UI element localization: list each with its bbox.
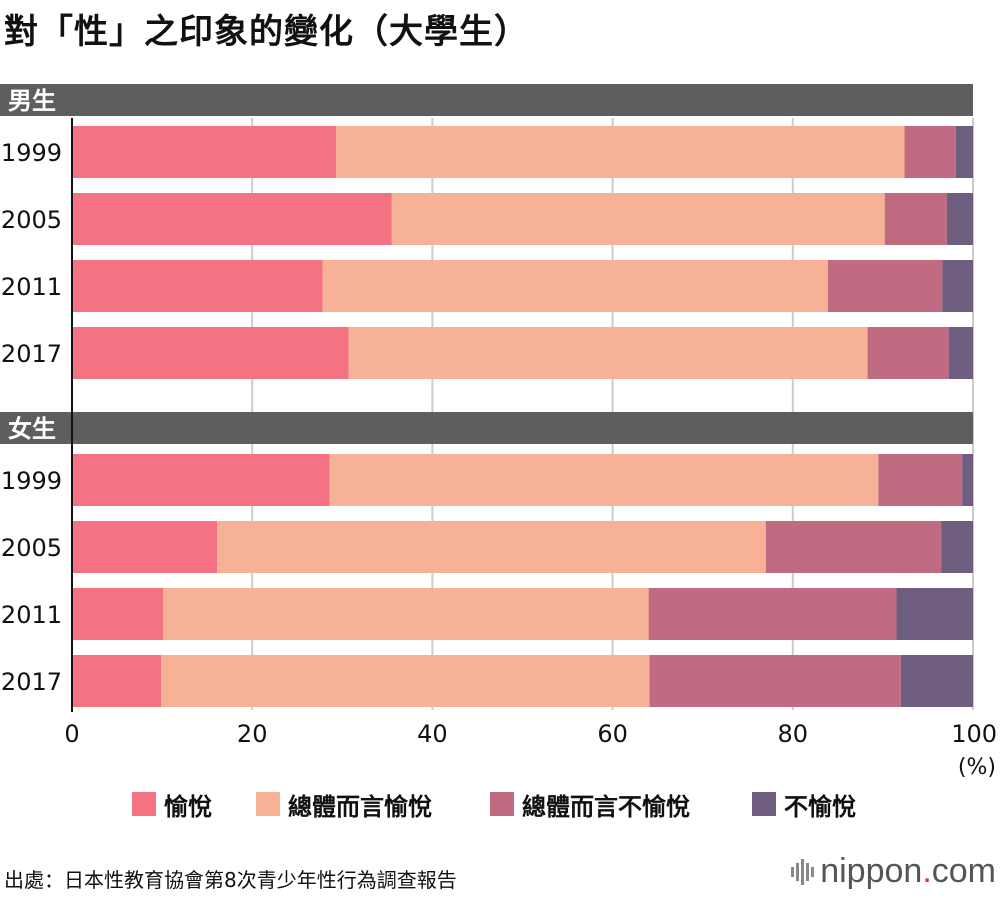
row-label: 2005 xyxy=(1,206,62,234)
row-label: 1999 xyxy=(1,139,62,167)
group-header-bar xyxy=(0,84,973,116)
group-header-label: 男生 xyxy=(8,87,56,115)
row-label: 2017 xyxy=(1,340,62,368)
x-tick-label: 60 xyxy=(597,720,628,748)
bar-segment xyxy=(72,260,323,312)
legend-item-mostly-unpleasant: 總體而言不愉悅 xyxy=(490,786,690,822)
bar-segment xyxy=(867,327,949,379)
group-header-label: 女生 xyxy=(8,415,56,443)
brand-name: nippon xyxy=(820,852,923,890)
brand-suffix: com xyxy=(931,852,996,890)
bar-segment xyxy=(955,126,973,178)
legend-swatch xyxy=(256,792,280,816)
legend-label: 不愉悅 xyxy=(784,792,856,821)
bar-segment xyxy=(896,588,973,640)
bar-segment xyxy=(72,454,330,506)
bar-segment xyxy=(335,126,905,178)
legend-item-pleasant: 愉悅 xyxy=(132,786,212,822)
bar-segment xyxy=(900,655,973,707)
x-tick-label: 100 xyxy=(951,720,997,748)
row-label: 2017 xyxy=(1,668,62,696)
bar-segment xyxy=(348,327,868,379)
bar-segment xyxy=(948,327,973,379)
bar-segment xyxy=(946,193,973,245)
legend-swatch xyxy=(752,792,776,816)
bar-segment xyxy=(72,327,349,379)
bar-segment xyxy=(72,521,218,573)
bar-segment xyxy=(827,260,943,312)
bar-segment xyxy=(329,454,879,506)
group-header-bar xyxy=(0,412,973,444)
row-label: 1999 xyxy=(1,467,62,495)
legend-label: 總體而言不愉悅 xyxy=(522,792,690,821)
bar-segment xyxy=(941,521,973,573)
bar-segment xyxy=(884,193,947,245)
bar-segment xyxy=(322,260,828,312)
legend-swatch xyxy=(132,792,156,816)
bar-segment xyxy=(217,521,766,573)
bar-segment xyxy=(904,126,956,178)
source-note: 出處：日本性教育協會第8次青少年性行為調查報告 xyxy=(4,868,457,892)
row-label: 2005 xyxy=(1,534,62,562)
bar-segment xyxy=(391,193,885,245)
row-label: 2011 xyxy=(1,273,62,301)
legend-label: 愉悅 xyxy=(164,792,212,821)
bar-segment xyxy=(161,655,650,707)
bar-segment xyxy=(72,126,336,178)
chart-title: 對「性」之印象的變化（大學生） xyxy=(4,12,529,52)
x-tick-label: 20 xyxy=(237,720,268,748)
x-tick-label: 80 xyxy=(778,720,809,748)
brand-logo[interactable]: nippon. com xyxy=(791,852,996,891)
nippon-logo-icon xyxy=(791,858,815,885)
brand-dot: . xyxy=(922,852,932,890)
bar-segment xyxy=(72,655,162,707)
bar-segment xyxy=(72,588,164,640)
bar-segment xyxy=(649,655,901,707)
legend-item-unpleasant: 不愉悅 xyxy=(752,786,856,822)
row-label: 2011 xyxy=(1,601,62,629)
legend-item-mostly-pleasant: 總體而言愉悅 xyxy=(256,786,432,822)
bar-segment xyxy=(72,193,392,245)
x-axis-unit: (%) xyxy=(958,755,996,780)
bar-segment xyxy=(163,588,649,640)
x-tick-label: 0 xyxy=(64,720,79,748)
bar-segment xyxy=(878,454,963,506)
bar-segment xyxy=(942,260,973,312)
legend-swatch xyxy=(490,792,514,816)
bar-segment xyxy=(962,454,973,506)
bar-segment xyxy=(765,521,942,573)
legend: 愉悅 總體而言愉悅 總體而言不愉悅 不愉悅 xyxy=(0,786,1000,822)
legend-label: 總體而言愉悅 xyxy=(288,792,432,821)
bar-segment xyxy=(648,588,897,640)
x-tick-label: 40 xyxy=(417,720,448,748)
